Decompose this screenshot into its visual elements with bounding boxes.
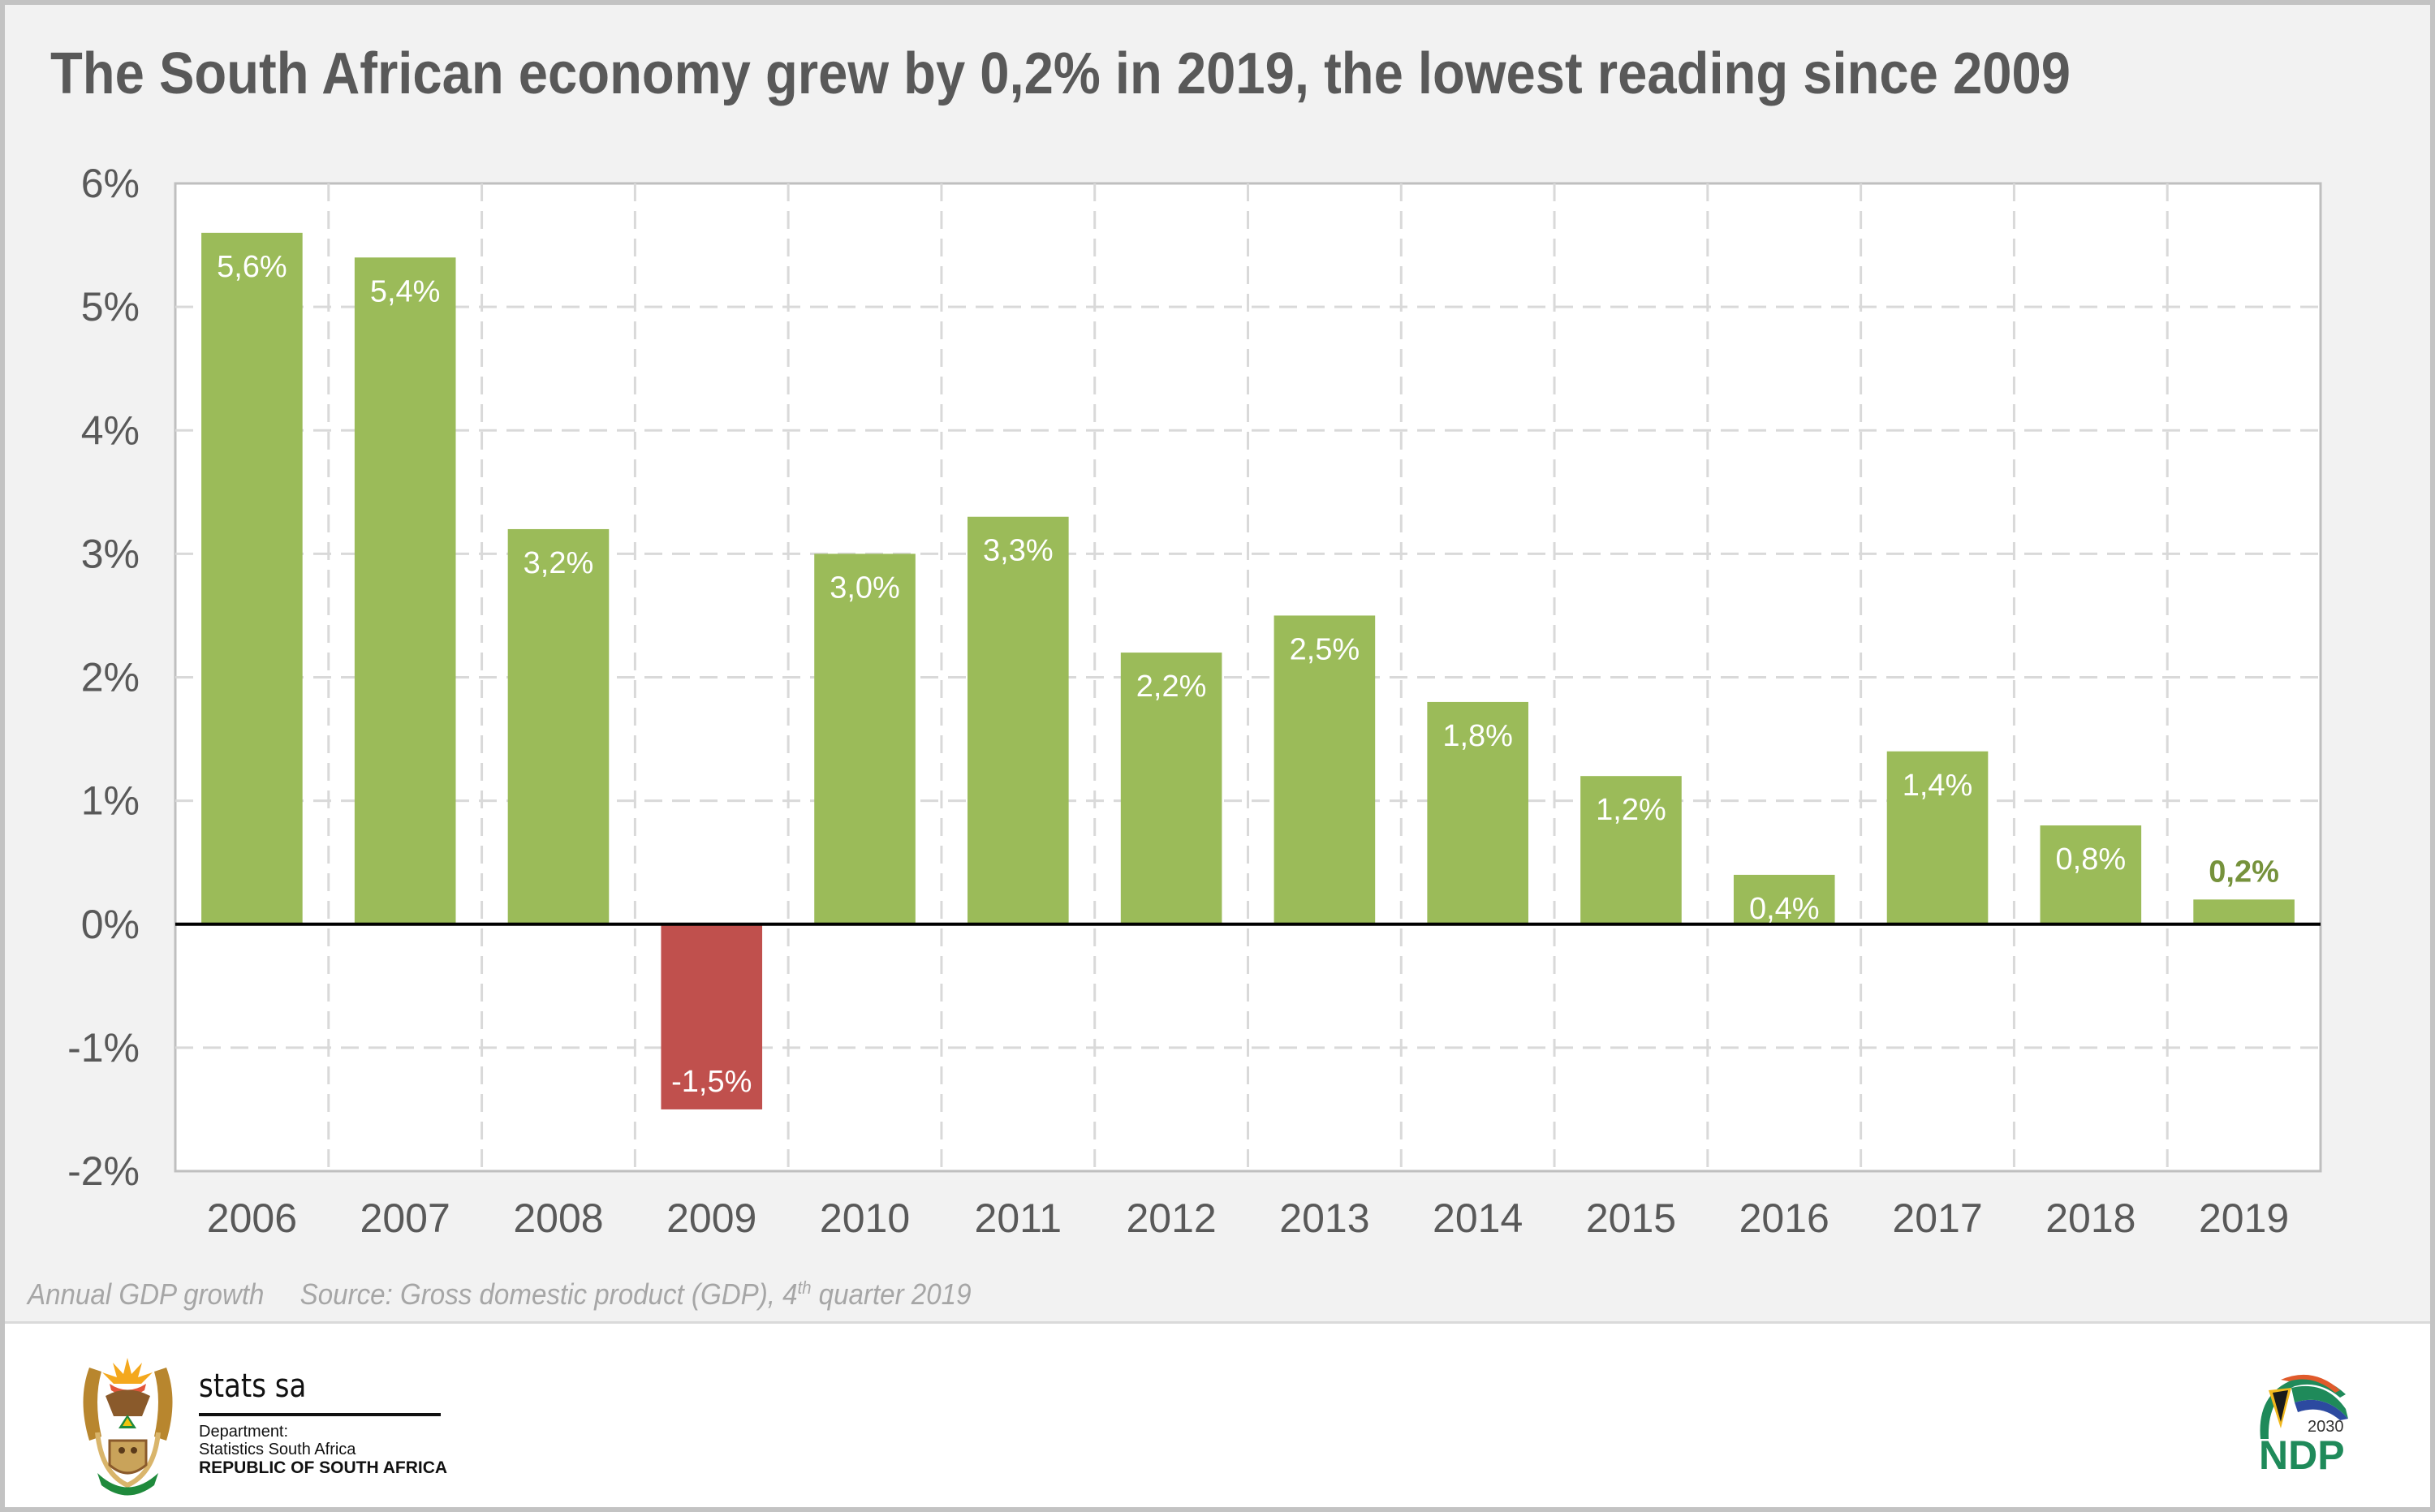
bar-2013 <box>1274 615 1376 924</box>
statssa-divider <box>199 1413 441 1416</box>
bar-2015 <box>1580 776 1682 924</box>
data-label: 5,6% <box>217 250 287 284</box>
ndp-wordmark: NDP <box>2259 1432 2345 1475</box>
x-tick-label: 2010 <box>820 1195 910 1241</box>
y-tick-label: 3% <box>81 531 140 576</box>
x-tick-label: 2011 <box>975 1195 1062 1241</box>
bar-data-labels: 5,6% 5,4% 3,2% -1,5% 3,0% 3,3% 2,2% 2,5% 1,8% 1,2… <box>217 250 2279 1099</box>
data-label: 3,3% <box>983 534 1054 568</box>
bar-2008 <box>507 528 610 924</box>
y-axis-tick-labels: 6% 5% 4% 3% 2% 1% 0% -1% -2% <box>67 161 140 1194</box>
y-tick-label: -2% <box>67 1148 140 1194</box>
y-tick-label: 5% <box>81 284 140 330</box>
x-tick-label: 2019 <box>2199 1195 2289 1241</box>
x-tick-label: 2012 <box>1126 1195 1216 1241</box>
data-label: 2,5% <box>1290 632 1360 666</box>
bars <box>201 232 2295 1109</box>
chart-subtitle: Annual GDP growth <box>28 1277 265 1311</box>
x-tick-label: 2008 <box>513 1195 603 1241</box>
y-tick-label: 1% <box>81 778 140 824</box>
data-label: 3,2% <box>524 546 594 580</box>
bar-2010 <box>814 554 916 924</box>
bar-2014 <box>1427 701 1528 924</box>
x-tick-label: 2006 <box>207 1195 297 1241</box>
data-label: 0,8% <box>2056 842 2127 877</box>
bar-2017 <box>1886 751 1989 924</box>
data-label: 2,2% <box>1136 670 1207 704</box>
data-label: 1,2% <box>1596 793 1666 827</box>
statssa-country: REPUBLIC OF SOUTH AFRICA <box>199 1458 448 1477</box>
footnote: Annual GDP growth Source: Gross domestic … <box>28 1277 971 1312</box>
x-tick-label: 2013 <box>1279 1195 1369 1241</box>
y-tick-label: 4% <box>81 407 140 453</box>
x-tick-label: 2016 <box>1739 1195 1829 1241</box>
x-tick-label: 2015 <box>1586 1195 1676 1241</box>
x-tick-label: 2009 <box>666 1195 756 1241</box>
x-tick-label: 2007 <box>360 1195 450 1241</box>
x-tick-label: 2014 <box>1433 1195 1523 1241</box>
data-label: 0,4% <box>1749 892 1820 926</box>
bar-2009 <box>661 924 763 1109</box>
x-tick-label: 2018 <box>2045 1195 2135 1241</box>
data-label: 5,4% <box>370 274 441 308</box>
y-tick-label: -1% <box>67 1025 140 1070</box>
chart-title: The South African economy grew by 0,2% i… <box>50 41 2071 106</box>
y-tick-label: 2% <box>81 655 140 700</box>
bar-2011 <box>968 516 1069 924</box>
bar-2007 <box>354 257 456 924</box>
data-label: 0,2% <box>2209 855 2279 889</box>
bar-2016 <box>1733 874 1835 924</box>
data-label: 1,8% <box>1442 719 1513 753</box>
bar-2006 <box>201 232 303 924</box>
source-text: Source: Gross domestic product (GDP), 4t… <box>300 1277 972 1311</box>
data-label: 3,0% <box>830 571 900 605</box>
coat-of-arms-icon <box>83 1358 173 1496</box>
bar-2012 <box>1120 653 1222 924</box>
y-tick-label: 6% <box>81 161 140 206</box>
bar-2019 <box>2193 899 2295 924</box>
x-tick-label: 2017 <box>1892 1195 1982 1241</box>
statssa-wordmark: stats sa <box>199 1368 307 1405</box>
bar-2018 <box>2040 825 2142 924</box>
data-label: -1,5% <box>671 1065 752 1099</box>
ndp-year: 2030 <box>2308 1418 2344 1436</box>
statssa-logo: stats sa Department: Statistics South Af… <box>73 1335 463 1497</box>
x-axis-tick-labels: 2006 2007 2008 2009 2010 2011 2012 2013 2014 2015… <box>207 1195 2289 1241</box>
ndp-2030-logo-icon: 2030 NDP <box>2259 1374 2348 1475</box>
y-tick-label: 0% <box>81 902 140 947</box>
data-label: 1,4% <box>1903 769 1973 803</box>
statssa-department: Department: Statistics South Africa <box>199 1423 356 1458</box>
